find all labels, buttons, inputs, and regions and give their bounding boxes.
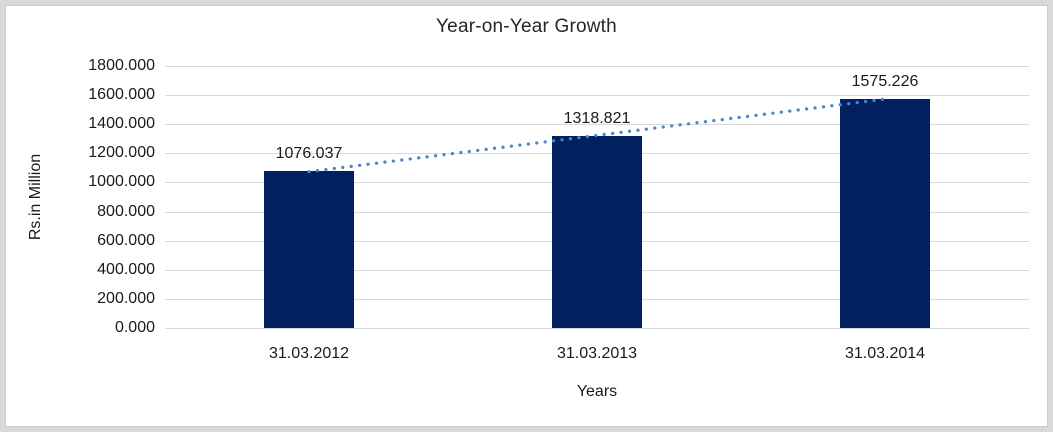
x-axis-tick-labels: 31.03.2012 31.03.2013 31.03.2014 — [165, 345, 1029, 367]
bar-31.03.2012 — [264, 171, 354, 328]
y-axis-tick-labels: 0.000 200.000 400.000 600.000 800.000 1000.00… — [45, 57, 155, 336]
y-tick-label: 200.000 — [97, 289, 155, 307]
bar-31.03.2013 — [552, 136, 642, 328]
bar-31.03.2014 — [840, 98, 930, 328]
y-tick-label: 800.000 — [97, 202, 155, 220]
chart-title: Year-on-Year Growth — [436, 16, 617, 37]
y-tick-label: 1000.000 — [88, 173, 155, 191]
y-tick-label: 1400.000 — [88, 115, 155, 133]
data-label: 1575.226 — [851, 72, 919, 90]
y-tick-label: 600.000 — [97, 231, 155, 249]
data-label: 1076.037 — [275, 145, 343, 163]
x-tick-label: 31.03.2012 — [268, 345, 350, 362]
y-tick-label: 0.000 — [114, 319, 155, 336]
y-tick-label: 1600.000 — [88, 86, 155, 104]
gridline — [165, 124, 1029, 126]
x-tick-label: 31.03.2013 — [556, 345, 638, 362]
plot-area: 1076.037 1318.821 1575.226 — [165, 66, 1029, 329]
x-tick-label: 31.03.2014 — [844, 345, 926, 362]
data-label: 1318.821 — [563, 110, 631, 128]
gridline — [165, 328, 1029, 329]
y-tick-label: 1200.000 — [88, 144, 155, 162]
gridline — [165, 66, 1029, 67]
x-axis-title: Years — [576, 383, 618, 400]
y-axis-title: Rs.in Million — [27, 153, 44, 241]
trendline — [307, 97, 887, 174]
y-tick-label: 400.000 — [97, 260, 155, 278]
y-tick-label: 1800.000 — [88, 57, 155, 74]
gridline — [165, 95, 1029, 97]
